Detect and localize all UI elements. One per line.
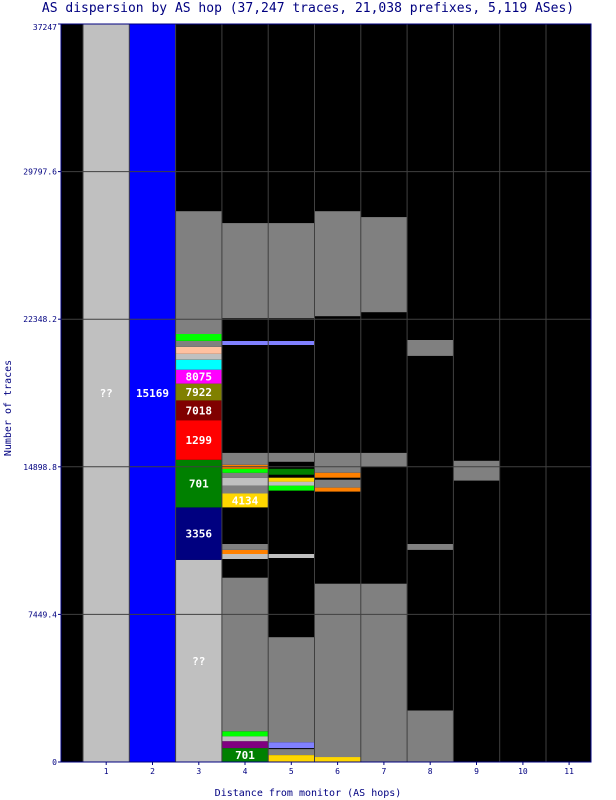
bar-segment-hop4-20: [221, 554, 269, 559]
y-tick-label-3: 22348.2: [23, 315, 57, 324]
x-axis-label: Distance from monitor (AS hops): [215, 788, 402, 799]
x-tick-label-1: 1: [104, 767, 109, 776]
bar-segment-hop6-47: [314, 479, 361, 488]
y-tick-label-1: 7449.4: [28, 610, 57, 619]
bar-segment-hop4-29: [221, 452, 269, 465]
bar-segment-hop4-19: [221, 577, 269, 732]
bar-segment-hop5-41: [268, 452, 315, 462]
chart-title: AS dispersion by AS hop (37,247 traces, …: [42, 1, 574, 16]
bar-segment-hop3-3: [175, 507, 222, 560]
bar-segment-hop7-52: [360, 452, 408, 467]
y-axis-label: Number of traces: [3, 360, 14, 456]
bar-segment-hop6-50: [314, 211, 361, 317]
bar-segment-hop6-49: [314, 452, 361, 473]
y-tick-label-4: 29797.6: [23, 168, 57, 177]
y-tick-label-0: 0: [52, 758, 57, 767]
bar-segment-hop3-11: [175, 346, 222, 354]
segment-label-hop3-4: 701: [189, 478, 209, 491]
segment-label-hop3-2: ??: [192, 655, 205, 668]
bar-segment-hop5-37: [268, 485, 315, 491]
x-tick-label-6: 6: [335, 767, 340, 776]
x-tick-label-5: 5: [289, 767, 294, 776]
bar-segment-hop4-30: [221, 341, 269, 345]
bar-segment-hop7-53: [360, 217, 408, 313]
y-tick-label-5: 37247: [33, 23, 57, 32]
bar-segment-hop6-46: [314, 487, 361, 492]
bar-segment-hop3-9: [175, 359, 222, 370]
bar-segment-hop6-48: [314, 472, 361, 478]
bar-segment-hop3-4: [175, 459, 222, 508]
bar-segment-hop3-13: [175, 334, 222, 341]
bar-segment-hop4-22: [221, 544, 269, 550]
bar-segment-hop4-15: [221, 748, 269, 762]
bar-segment-hop5-33: [268, 749, 315, 755]
bar-segment-hop7-51: [360, 583, 408, 762]
plot-frame: [60, 23, 592, 763]
bar-segment-hop5-34: [268, 742, 315, 749]
x-tick-label-11: 11: [564, 767, 574, 776]
x-tick-label-8: 8: [428, 767, 433, 776]
x-axis: 1 2 3 4 5 6 7 8 9 10 11: [104, 762, 574, 776]
bar-segment-hop4-23: [221, 493, 269, 508]
bar-segment-hop4-17: [221, 736, 269, 742]
x-tick-label-9: 9: [474, 767, 479, 776]
bar-segment-hop5-40: [268, 468, 315, 475]
bar-segment-hop5-43: [268, 223, 315, 319]
bar-segment-hop4-31: [221, 223, 269, 319]
bar-segment-hop5-42: [268, 341, 315, 345]
segment-label-hop3-3: 3356: [186, 528, 213, 541]
bar-segment-hop4-16: [221, 741, 269, 749]
x-tick-label-2: 2: [150, 767, 155, 776]
bar-segment-hop4-21: [221, 550, 269, 554]
bar-segment-hop3-14: [175, 211, 222, 334]
bar-segment-hop9-57: [453, 460, 500, 481]
bar-segment-hop3-5: [175, 420, 222, 460]
bar-segment-hop3-8: [175, 369, 222, 384]
segment-label-hop3-8: 8075: [186, 371, 213, 384]
gridlines-layer: [61, 24, 591, 762]
bar-segment-hop4-25: [221, 477, 269, 486]
bar-segment-hop5-36: [268, 554, 315, 558]
x-tick-label-7: 7: [381, 767, 386, 776]
segment-label-hop3-7: 7922: [186, 386, 213, 399]
bar-segment-hop1-0: [83, 24, 130, 762]
bar-segment-hop3-6: [175, 400, 222, 421]
bar-segment-hop4-18: [221, 731, 269, 737]
x-tick-label-4: 4: [243, 767, 248, 776]
x-tick-label-3: 3: [196, 767, 201, 776]
segment-label-hop2-1: 15169: [136, 387, 169, 400]
bar-segment-hop8-55: [407, 544, 454, 550]
bar-segment-hop5-39: [268, 477, 315, 482]
bar-segment-hop5-38: [268, 481, 315, 486]
bars-layer: [83, 24, 500, 762]
bar-segment-hop8-54: [407, 710, 454, 762]
bar-segment-hop2-1: [129, 24, 176, 762]
bar-segment-hop5-32: [268, 755, 315, 762]
bar-segment-hop4-26: [221, 472, 269, 478]
bar-segment-hop6-44: [314, 757, 361, 762]
segment-label-hop3-6: 7018: [186, 404, 213, 417]
bar-segment-hop3-10: [175, 353, 222, 360]
segment-label-hop3-5: 1299: [186, 434, 213, 447]
y-tick-label-2: 14898.8: [23, 463, 57, 472]
bar-segment-hop3-2: [175, 559, 222, 762]
segment-label-hop4-15: 701: [235, 749, 255, 762]
x-tick-label-10: 10: [518, 767, 528, 776]
segment-label-hop1-0: ??: [100, 387, 113, 400]
bar-segment-hop3-12: [175, 341, 222, 347]
y-axis: 0 7449.4 14898.8 22348.2 29797.6 37247: [23, 23, 61, 767]
bar-segment-hop5-35: [268, 637, 315, 743]
bar-segment-hop3-7: [175, 383, 222, 401]
bar-segment-hop6-45: [314, 583, 361, 758]
bar-segment-hop4-27: [221, 468, 269, 473]
segment-label-hop4-23: 4134: [232, 495, 259, 508]
segment-labels-layer: ?? 15169?? 3356 701 1299 7018 7922 8075 701 4134: [100, 371, 259, 762]
bar-segment-hop8-56: [407, 340, 454, 356]
bar-segment-hop4-24: [221, 485, 269, 494]
